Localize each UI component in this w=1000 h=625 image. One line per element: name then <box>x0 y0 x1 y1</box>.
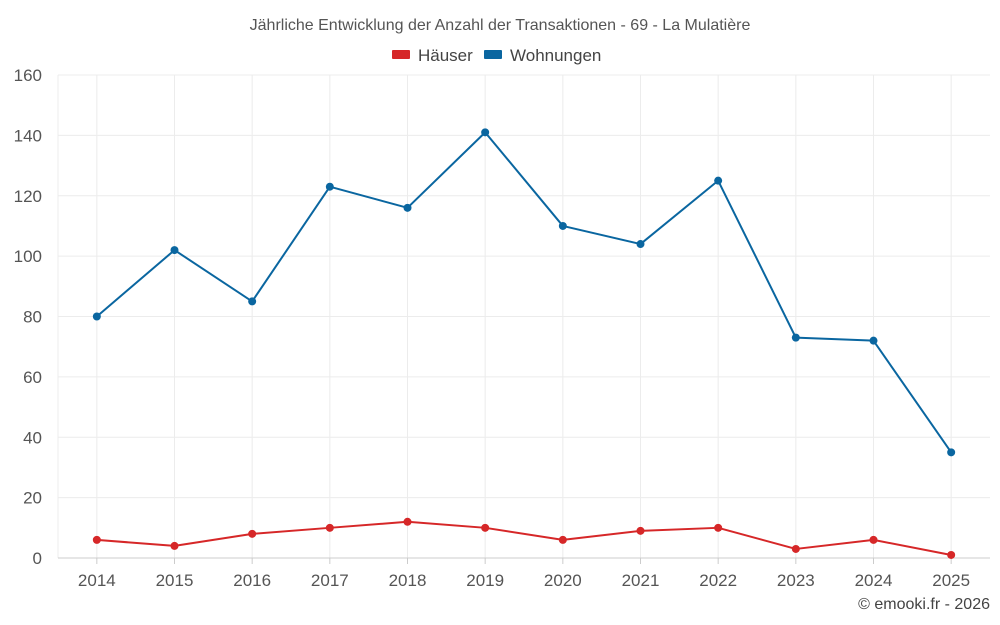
data-point-wohnungen[interactable] <box>947 448 956 457</box>
x-tick-label: 2015 <box>156 571 194 590</box>
data-point-haeuser[interactable] <box>403 517 412 526</box>
x-tick-label: 2021 <box>622 571 660 590</box>
data-point-haeuser[interactable] <box>636 526 645 535</box>
x-tick-label: 2016 <box>233 571 271 590</box>
legend-label-wohnungen[interactable]: Wohnungen <box>510 46 601 65</box>
series-layer <box>92 128 956 559</box>
data-point-haeuser[interactable] <box>92 535 101 544</box>
x-tick-label: 2014 <box>78 571 116 590</box>
data-point-wohnungen[interactable] <box>403 203 412 212</box>
data-point-haeuser[interactable] <box>714 523 723 532</box>
data-point-haeuser[interactable] <box>791 544 800 553</box>
y-tick-label: 160 <box>14 66 42 85</box>
x-tick-label: 2023 <box>777 571 815 590</box>
data-point-wohnungen[interactable] <box>791 333 800 342</box>
data-point-haeuser[interactable] <box>558 535 567 544</box>
data-point-wohnungen[interactable] <box>481 128 490 137</box>
data-point-wohnungen[interactable] <box>714 176 723 185</box>
y-tick-label: 120 <box>14 187 42 206</box>
x-tick-label: 2019 <box>466 571 504 590</box>
data-point-haeuser[interactable] <box>869 535 878 544</box>
x-tick-label: 2024 <box>855 571 893 590</box>
y-tick-label: 100 <box>14 247 42 266</box>
y-tick-label: 80 <box>23 308 42 327</box>
x-tick-label: 2022 <box>699 571 737 590</box>
x-tick-label: 2020 <box>544 571 582 590</box>
series-line-haeuser[interactable] <box>96 520 952 556</box>
x-tick-label: 2018 <box>389 571 427 590</box>
y-tick-label: 0 <box>33 549 42 568</box>
data-point-wohnungen[interactable] <box>558 221 567 230</box>
y-tick-label: 60 <box>23 368 42 387</box>
data-point-haeuser[interactable] <box>481 523 490 532</box>
legend: Häuser Wohnungen <box>392 46 601 65</box>
legend-label-haeuser[interactable]: Häuser <box>418 46 473 65</box>
data-point-haeuser[interactable] <box>947 550 956 559</box>
data-point-wohnungen[interactable] <box>92 312 101 321</box>
data-point-haeuser[interactable] <box>248 529 257 538</box>
y-tick-label: 140 <box>14 126 42 145</box>
x-tick-label: 2017 <box>311 571 349 590</box>
credit-text: © emooki.fr - 2026 <box>858 596 990 613</box>
y-tick-label: 20 <box>23 489 42 508</box>
data-point-wohnungen[interactable] <box>325 182 334 191</box>
x-axis: 2014 2015 2016 2017 2018 2019 2020 2021 2022 2023… <box>58 557 990 590</box>
data-point-wohnungen[interactable] <box>636 240 645 249</box>
data-point-haeuser[interactable] <box>325 523 334 532</box>
grid <box>58 74 990 558</box>
data-point-wohnungen[interactable] <box>170 246 179 255</box>
legend-swatch-haeuser <box>392 50 410 59</box>
data-point-haeuser[interactable] <box>170 541 179 550</box>
chart-title: Jährliche Entwicklung der Anzahl der Tra… <box>250 17 751 34</box>
series-line-wohnungen[interactable] <box>96 131 952 453</box>
y-tick-label: 40 <box>23 428 42 447</box>
y-axis: 0 20 40 60 80 100 120 140 160 <box>14 66 59 568</box>
x-tick-label: 2025 <box>932 571 970 590</box>
legend-swatch-wohnungen <box>484 50 502 59</box>
data-point-wohnungen[interactable] <box>248 297 257 306</box>
data-point-wohnungen[interactable] <box>869 336 878 345</box>
